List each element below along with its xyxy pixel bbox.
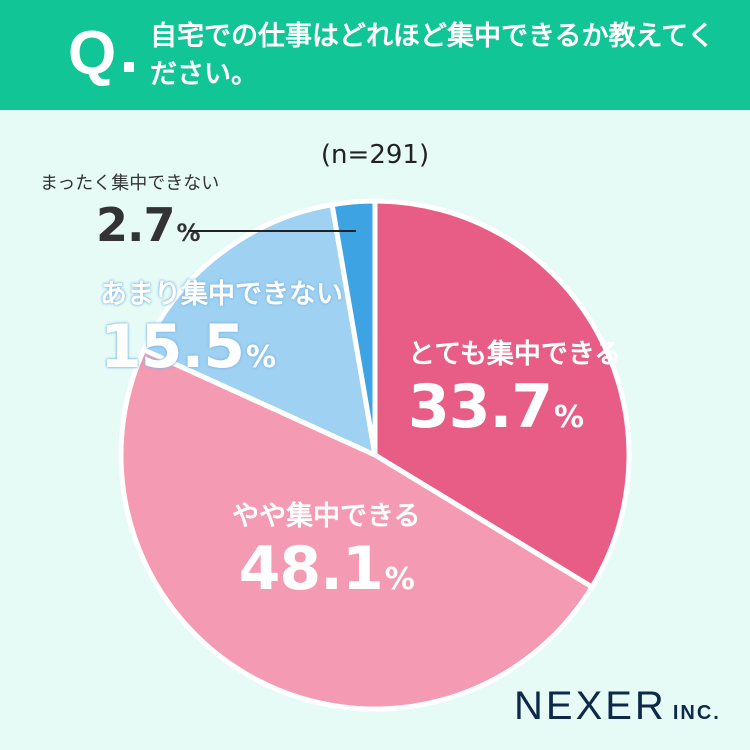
question-header: Q 自宅での仕事はどれほど集中できるか教えてください。 (0, 0, 750, 110)
sample-size-label: (n=291) (320, 140, 430, 170)
slice-name-some: やや集中できる (232, 501, 421, 532)
slice-name-high: とても集中できる (408, 339, 622, 370)
q-mark: Q (68, 19, 117, 88)
slice-value-low: 15.5% (100, 312, 276, 382)
slice-label-none: まったく集中できない 2.7% (40, 172, 219, 262)
slice-label-some: やや集中できる 48.1% (232, 500, 420, 615)
leader-line-none (188, 230, 356, 232)
slice-label-low: あまり集中できない 15.5% (100, 278, 343, 393)
question-text: 自宅での仕事はどれほど集中できるか教えてください。 (150, 21, 715, 90)
slice-value-some: 48.1% (238, 534, 415, 604)
slice-value-high: 33.7% (408, 372, 584, 442)
q-dot-decoration (124, 62, 134, 72)
pie-slice-low (141, 202, 378, 458)
nexer-logo: NEXER INC. (514, 684, 721, 728)
pie-slice-some (118, 347, 595, 712)
slice-name-none: まったく集中できない (40, 173, 220, 194)
slice-name-low: あまり集中できない (100, 279, 343, 310)
pie-slice-none (329, 198, 378, 458)
slice-label-high: とても集中できる 33.7% (408, 338, 621, 453)
pie-slice-high (372, 198, 632, 590)
slice-value-none: 2.7% (96, 198, 201, 252)
